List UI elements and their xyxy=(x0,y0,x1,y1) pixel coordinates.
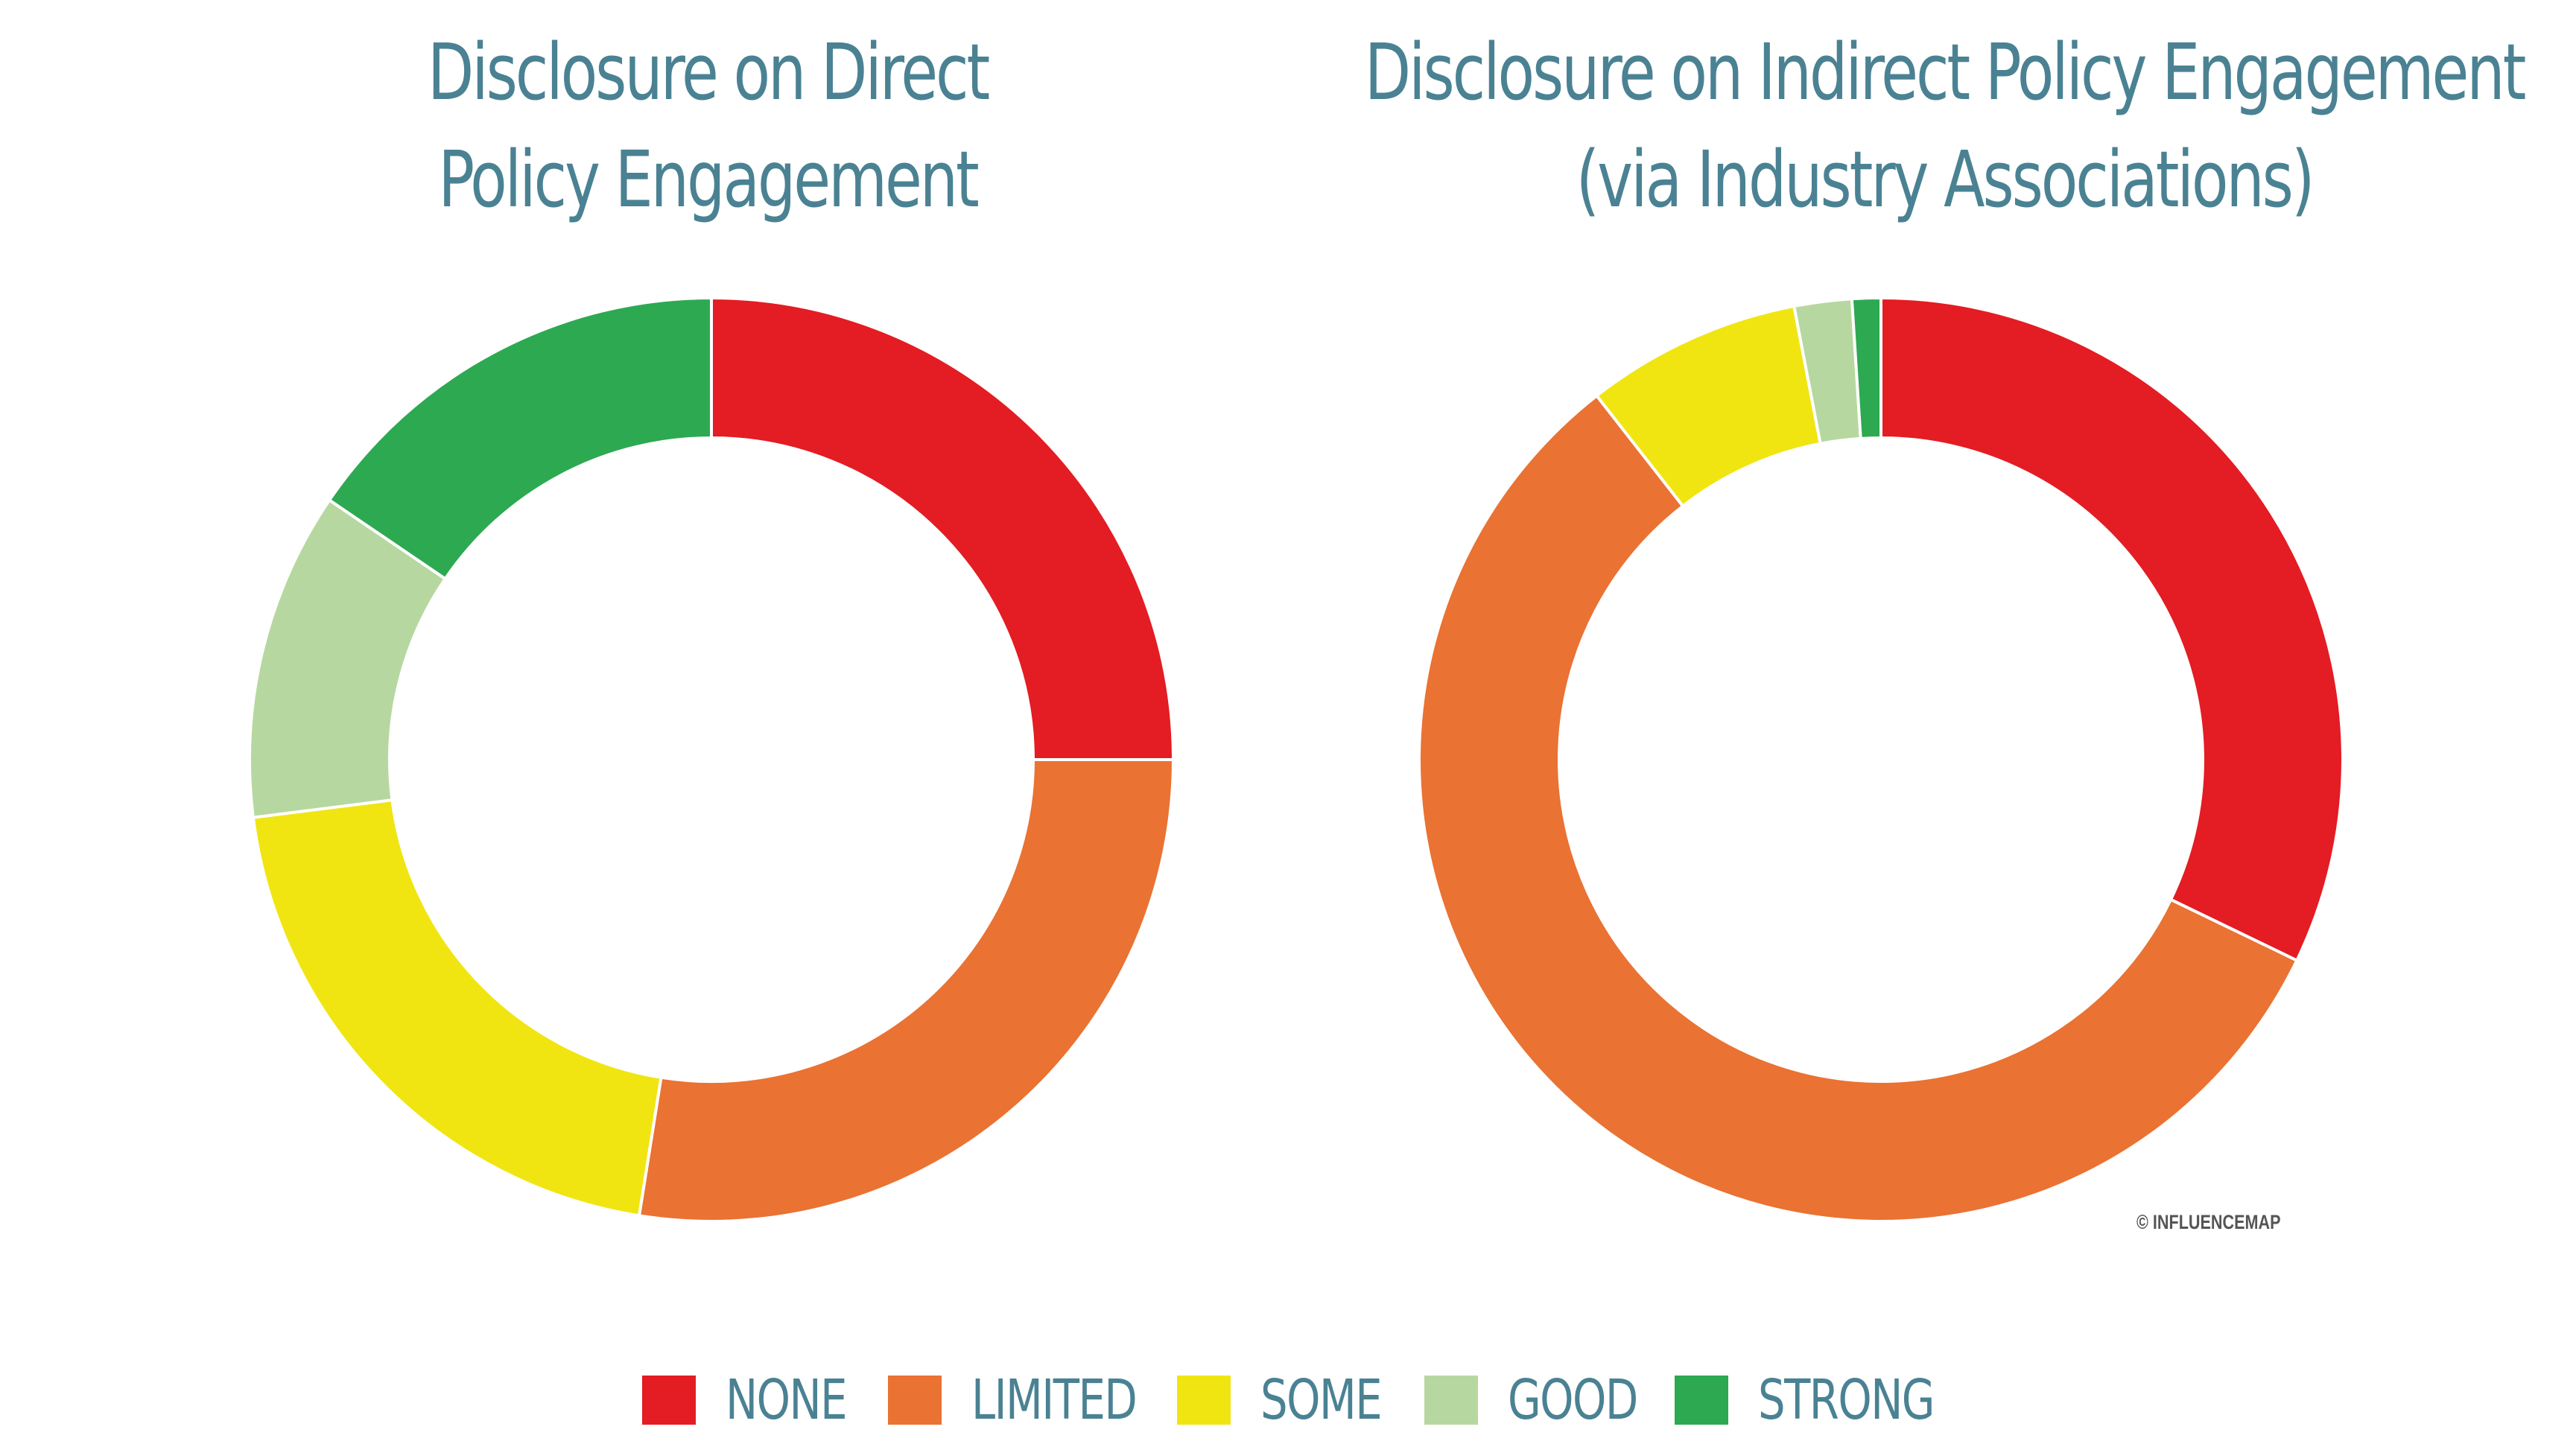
legend-label-strong: STRONG xyxy=(1758,1368,1935,1432)
influencemap-credit: © INFLUENCEMAP xyxy=(2136,1211,2281,1233)
indirect-engagement-donut xyxy=(1418,296,2344,1223)
legend-swatch-strong xyxy=(1675,1376,1728,1425)
donut-indirect-slice-none xyxy=(1879,296,2344,963)
legend-item-limited: LIMITED xyxy=(888,1363,1183,1437)
donut-direct-slice-strong xyxy=(327,296,713,581)
donut-indirect-slice-strong xyxy=(1850,296,1882,440)
legend-swatch-none xyxy=(642,1376,696,1425)
legend-label-limited: LIMITED xyxy=(971,1368,1138,1432)
left-chart-title-line-2: Policy Engagement xyxy=(438,134,980,225)
donut-direct-slice-limited xyxy=(637,758,1176,1223)
legend-item-strong: STRONG xyxy=(1675,1363,1984,1437)
legend-label-some: SOME xyxy=(1260,1368,1383,1432)
legend-swatch-some xyxy=(1177,1376,1231,1425)
legend-item-good: GOOD xyxy=(1424,1363,1674,1437)
legend-swatch-good xyxy=(1424,1376,1478,1425)
legend: NONE LIMITED SOME GOOD STRONG xyxy=(0,1363,2576,1437)
left-chart-title-line-1: Disclosure on Direct xyxy=(427,27,990,118)
legend-item-none: NONE xyxy=(642,1363,881,1437)
legend-label-good: GOOD xyxy=(1508,1368,1638,1432)
legend-label-none: NONE xyxy=(726,1368,848,1432)
donut-direct-slice-some xyxy=(251,798,663,1218)
right-chart-title-line-2: (via Industry Associations) xyxy=(1576,134,2315,225)
right-chart-title: Disclosure on Indirect Policy Engagement… xyxy=(1334,19,2554,233)
left-chart-title: Disclosure on Direct Policy Engagement xyxy=(272,19,1143,233)
donut-direct-slice-none xyxy=(710,296,1176,761)
legend-item-some: SOME xyxy=(1177,1363,1415,1437)
donut-indirect-slice-limited xyxy=(1418,393,2299,1223)
legend-swatch-limited xyxy=(888,1376,942,1425)
direct-engagement-donut xyxy=(248,296,1176,1223)
right-chart-title-line-1: Disclosure on Indirect Policy Engagement xyxy=(1364,27,2527,118)
